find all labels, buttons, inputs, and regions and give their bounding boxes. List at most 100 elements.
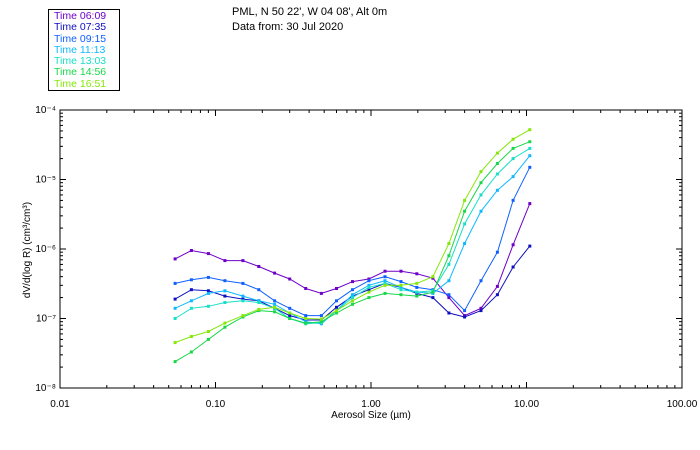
- data-point: [495, 250, 499, 254]
- data-point: [273, 271, 277, 275]
- data-point: [273, 310, 277, 314]
- data-point: [511, 243, 515, 247]
- data-point: [206, 252, 210, 256]
- data-point: [431, 275, 435, 279]
- data-point: [415, 290, 419, 294]
- data-point: [257, 301, 261, 304]
- data-point: [495, 172, 499, 176]
- data-point: [351, 280, 354, 284]
- data-point: [304, 314, 308, 318]
- data-point: [447, 242, 451, 245]
- data-point: [241, 259, 245, 263]
- data-point: [528, 140, 532, 144]
- date-subtitle: Data from: 30 Jul 2020: [232, 21, 344, 33]
- y-tick-label: 10⁻⁶: [35, 244, 56, 255]
- data-point: [223, 259, 227, 263]
- data-point: [223, 294, 227, 298]
- data-point: [463, 222, 467, 226]
- data-point: [304, 287, 308, 290]
- data-point: [431, 296, 435, 300]
- data-point: [304, 321, 308, 325]
- data-point: [495, 293, 499, 297]
- data-point: [319, 320, 323, 324]
- data-point: [528, 244, 532, 248]
- legend-item-1456: Time 14:56: [54, 66, 107, 79]
- data-point: [463, 198, 467, 202]
- data-point: [223, 301, 227, 304]
- data-point: [367, 290, 371, 294]
- data-point: [495, 284, 499, 288]
- data-point: [479, 193, 483, 197]
- data-point: [511, 175, 515, 179]
- data-point: [479, 306, 483, 310]
- data-point: [479, 279, 483, 283]
- data-point: [319, 291, 323, 295]
- x-axis-label: Aerosol Size (µm): [331, 410, 411, 421]
- data-point: [463, 315, 467, 319]
- legend-box: Time 06:09 Time 07:35 Time 09:15 Time 11…: [48, 9, 120, 91]
- data-point: [173, 257, 177, 261]
- data-point: [206, 289, 210, 293]
- data-point: [241, 281, 245, 285]
- data-point: [173, 360, 177, 364]
- data-point: [528, 154, 532, 158]
- data-point: [399, 280, 403, 284]
- data-point: [367, 288, 371, 292]
- data-point: [288, 306, 292, 310]
- y-tick-label: 10⁻⁸: [35, 383, 56, 394]
- data-point: [367, 277, 371, 281]
- data-point: [189, 335, 193, 338]
- data-point: [173, 317, 177, 320]
- x-tick-label: 10.00: [514, 399, 539, 410]
- data-point: [206, 337, 210, 341]
- data-point: [206, 275, 210, 279]
- data-point: [367, 285, 371, 289]
- data-point: [241, 299, 245, 303]
- data-point: [399, 293, 403, 297]
- data-point: [257, 265, 261, 268]
- data-point: [383, 291, 387, 295]
- data-point: [447, 262, 451, 266]
- data-point: [189, 249, 193, 252]
- y-tick-label: 10⁻⁷: [36, 314, 56, 325]
- data-point: [206, 330, 210, 333]
- legend-item-1303: Time 13:03: [54, 55, 107, 68]
- data-point: [511, 198, 515, 202]
- y-axis-label: dV/d(log R) (cm³/cm³): [22, 202, 33, 298]
- legend-item-1113: Time 11:13: [54, 43, 106, 56]
- data-point: [351, 293, 354, 297]
- data-point: [273, 305, 277, 309]
- data-point: [511, 265, 515, 269]
- data-point: [189, 299, 193, 303]
- data-point: [383, 279, 387, 283]
- data-point: [288, 317, 292, 320]
- data-point: [463, 242, 467, 245]
- data-point: [383, 283, 387, 287]
- data-point: [511, 137, 515, 141]
- y-tick-label: 10⁻⁵: [35, 175, 56, 186]
- series-line-6: [174, 141, 530, 363]
- data-point: [351, 302, 354, 306]
- data-point: [257, 299, 261, 303]
- data-point: [383, 281, 387, 285]
- data-point: [206, 304, 210, 308]
- data-point: [463, 209, 467, 213]
- chart-header: PML, N 50 22', W 04 08', Alt 0m Data fro…: [232, 5, 387, 35]
- data-point: [241, 297, 245, 301]
- data-point: [415, 272, 419, 276]
- data-point: [335, 311, 338, 315]
- data-point: [288, 314, 292, 318]
- data-point: [304, 317, 308, 320]
- data-point: [288, 277, 292, 281]
- data-point: [511, 146, 515, 150]
- data-point: [173, 306, 177, 310]
- data-point: [383, 269, 387, 273]
- data-point: [257, 307, 261, 311]
- data-point: [335, 305, 338, 309]
- data-point: [463, 309, 467, 313]
- data-point: [447, 293, 451, 297]
- data-point: [351, 296, 354, 300]
- axis-ticks: 0.01 0.10 1.00 10.00 100.00 10⁻⁸ 10⁻⁷ 10⁻⁶ 10⁻⁵ 1…: [35, 105, 697, 410]
- data-point: [367, 283, 371, 287]
